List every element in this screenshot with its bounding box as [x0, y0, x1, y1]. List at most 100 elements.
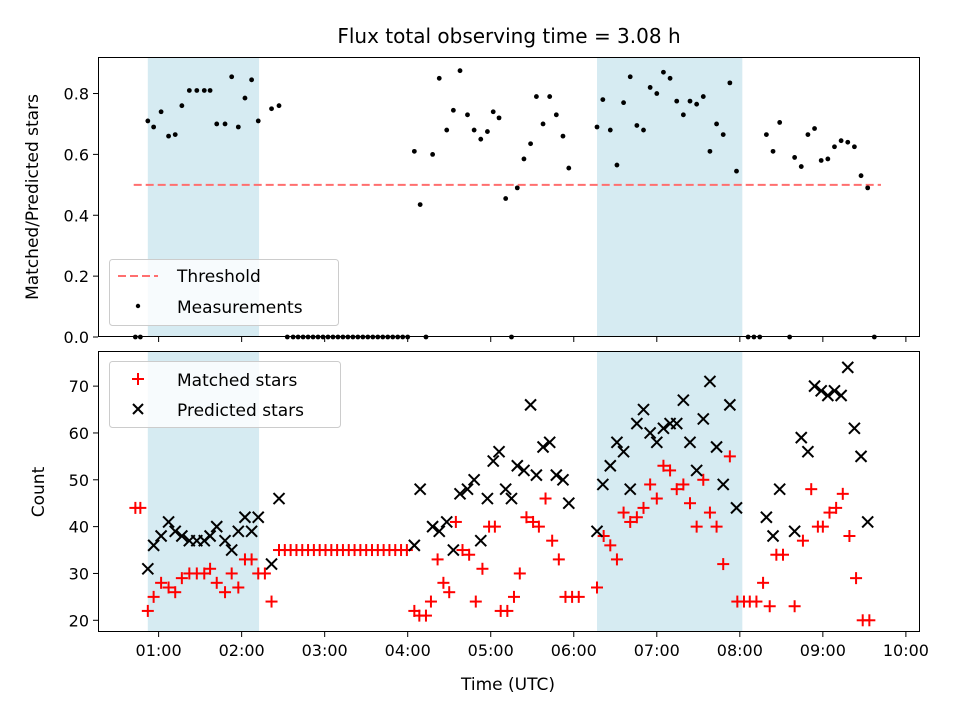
predicted-star-point	[141, 562, 155, 575]
bottom-panel: 01:00 02:00 03:00 04:00 05:00 06:00 07:00 08:00…	[29, 351, 929, 695]
measurement-point	[661, 69, 666, 75]
measurement-point	[700, 94, 706, 99]
predicted-star-point	[238, 511, 252, 524]
matched-star-point	[637, 501, 650, 514]
top-y-tick-label: 0.8	[64, 85, 89, 104]
predicted-star-point	[617, 445, 630, 458]
top-y-tick-label: 0.4	[64, 206, 89, 225]
matched-star-point	[710, 520, 723, 533]
measurement-point	[654, 91, 660, 96]
top-axes-frame	[98, 57, 920, 337]
legend-predicted-swatch	[132, 403, 144, 415]
measurement-point	[255, 118, 261, 124]
predicted-star-point	[272, 492, 286, 505]
predicted-star-point	[481, 492, 494, 505]
measurement-point	[457, 68, 463, 74]
matched-star-point	[539, 492, 552, 505]
measurement-point	[478, 136, 484, 142]
measurement-point	[858, 173, 864, 179]
predicted-star-point	[218, 534, 232, 547]
x-tick-label: 05:00	[468, 641, 514, 660]
predicted-star-point	[511, 459, 524, 472]
measurement-point	[727, 80, 733, 86]
predicted-star-point	[730, 501, 743, 515]
measurement-point	[825, 156, 831, 162]
predicted-star-point	[624, 482, 637, 496]
predicted-star-point	[505, 492, 518, 505]
matched-star-point	[162, 581, 175, 594]
legend-matched-label: Matched stars	[177, 371, 297, 391]
predicted-star-point	[841, 361, 854, 374]
matched-star-point	[169, 586, 182, 599]
measurement-point	[496, 115, 502, 121]
top-y-tick-label: 0.2	[64, 267, 89, 286]
matched-star-point	[863, 614, 876, 627]
matched-star-point	[501, 604, 514, 617]
matched-star-point	[690, 520, 703, 533]
predicted-star-point	[670, 417, 683, 430]
measurement-point	[770, 148, 776, 154]
x-tick-label: 01:00	[136, 641, 182, 660]
predicted-star-point	[677, 393, 690, 407]
predicted-star-point	[169, 525, 182, 538]
predicted-star-point	[252, 511, 265, 524]
measurements-points	[132, 68, 877, 340]
matched-star-point	[443, 586, 456, 599]
bottom-legend: Matched stars Predicted stars	[109, 361, 341, 428]
matched-star-point	[703, 506, 716, 519]
predicted-stars-points	[141, 361, 874, 575]
matched-star-point	[232, 581, 245, 594]
measurement-point	[249, 77, 255, 83]
predicted-star-point	[814, 384, 828, 398]
measurement-point	[818, 158, 824, 163]
measurement-point	[194, 88, 200, 93]
predicted-star-point	[834, 389, 848, 402]
matched-star-point	[777, 548, 789, 561]
measurement-point	[667, 75, 673, 81]
x-tick-label: 03:00	[302, 641, 348, 660]
bottom-y-tick-label: 40	[69, 518, 89, 537]
matched-star-point	[591, 581, 604, 594]
predicted-star-point	[499, 482, 512, 496]
top-ticks: 0.0 0.2 0.4 0.6 0.8	[64, 85, 907, 347]
matched-star-point	[245, 553, 258, 566]
measurement-point	[417, 202, 423, 208]
predicted-star-point	[245, 525, 258, 538]
matched-star-point	[463, 548, 476, 561]
matched-star-point	[805, 483, 818, 496]
matched-star-point	[830, 501, 843, 514]
bottom-y-tick-label: 20	[69, 611, 89, 630]
predicted-star-point	[453, 487, 467, 501]
predicted-star-point	[788, 525, 801, 538]
measurement-point	[594, 124, 600, 130]
matched-star-point	[219, 586, 232, 599]
measurement-point	[805, 132, 811, 138]
legend-threshold-label: Threshold	[176, 267, 261, 287]
predicted-star-point	[562, 497, 575, 510]
matched-star-point	[456, 544, 469, 557]
predicted-star-point	[413, 482, 427, 496]
measurement-point	[503, 196, 509, 201]
measurement-point	[158, 109, 164, 115]
measurement-point	[798, 164, 804, 169]
matched-star-point	[723, 450, 736, 463]
matched-star-point	[513, 567, 526, 580]
predicted-star-point	[848, 422, 861, 435]
x-tick-label: 06:00	[551, 641, 597, 660]
measurement-point	[838, 138, 844, 144]
matched-star-point	[424, 595, 437, 608]
matched-star-point	[141, 604, 154, 617]
matched-star-point	[419, 609, 432, 622]
matched-star-point	[134, 501, 147, 514]
x-axis-label: Time (UTC)	[460, 675, 555, 695]
x-tick-label: 10:00	[883, 641, 929, 660]
predicted-star-point	[147, 539, 160, 552]
predicted-star-point	[487, 454, 500, 468]
predicted-star-point	[408, 539, 421, 552]
predicted-star-point	[801, 445, 815, 458]
predicted-star-point	[643, 426, 657, 440]
predicted-star-point	[657, 422, 670, 435]
predicted-star-point	[433, 525, 446, 538]
matched-star-point	[630, 511, 643, 524]
